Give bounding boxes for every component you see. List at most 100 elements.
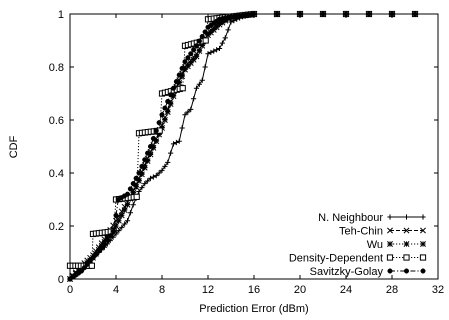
legend-marker <box>387 268 393 274</box>
data-point <box>170 141 177 147</box>
data-point <box>156 131 163 138</box>
data-point <box>184 63 191 70</box>
data-point <box>84 261 90 267</box>
x-tick-label: 20 <box>294 284 306 296</box>
x-tick-label: 32 <box>432 284 444 296</box>
series-line <box>69 13 415 280</box>
data-point <box>142 157 148 163</box>
data-point <box>199 33 205 40</box>
series-line <box>69 13 415 280</box>
data-point <box>121 207 128 214</box>
legend-label: N. Neighbour <box>318 212 383 224</box>
data-point <box>168 150 174 156</box>
data-point <box>205 51 211 57</box>
data-point <box>164 109 171 116</box>
data-point <box>188 51 194 57</box>
data-point <box>93 251 99 258</box>
data-point <box>167 101 174 108</box>
data-point <box>130 181 136 187</box>
data-point <box>139 163 145 169</box>
data-point <box>90 255 96 261</box>
data-point <box>139 184 145 191</box>
data-point <box>205 32 211 39</box>
axes-layer: Prediction Error (dBm) CDF 0 4 8 12 16 20 24 28… <box>8 9 444 315</box>
data-point <box>111 228 117 234</box>
data-point <box>101 238 108 245</box>
x-tick-label: 4 <box>113 284 119 296</box>
data-point <box>191 47 197 53</box>
data-point <box>214 47 220 53</box>
data-point <box>138 171 145 178</box>
series-line <box>69 13 415 280</box>
data-point <box>199 42 206 49</box>
data-point <box>208 49 214 56</box>
data-point <box>222 35 228 41</box>
data-point <box>219 40 225 46</box>
data-point <box>113 212 119 218</box>
legend-marker <box>386 254 394 261</box>
legend-marker <box>420 227 426 234</box>
legend-label: Teh-Chin <box>339 226 383 238</box>
data-point <box>216 21 223 28</box>
data-point <box>141 164 148 171</box>
y-tick-label: 0.4 <box>49 168 64 180</box>
data-point <box>147 175 154 181</box>
data-point <box>412 11 418 17</box>
x-tick-label: 0 <box>67 284 73 296</box>
data-point <box>115 217 122 224</box>
data-point <box>182 66 188 73</box>
series-teh-chin <box>67 11 418 282</box>
series-layer <box>66 10 419 282</box>
data-point <box>133 193 140 200</box>
data-point <box>130 189 137 196</box>
data-point <box>113 223 119 229</box>
series-line <box>69 13 415 280</box>
data-point <box>211 48 217 54</box>
data-point <box>182 59 188 65</box>
legend-marker <box>403 241 410 247</box>
data-point <box>182 112 188 118</box>
data-point <box>161 117 168 123</box>
x-tick-label: 16 <box>248 284 260 296</box>
legend-marker <box>419 254 427 261</box>
legend-marker <box>403 254 410 261</box>
y-tick-label: 0 <box>58 274 64 286</box>
data-point <box>145 150 151 156</box>
data-point <box>150 144 157 151</box>
data-point <box>179 65 185 71</box>
legend-marker <box>403 227 410 234</box>
data-point <box>366 11 372 17</box>
data-point <box>191 96 197 102</box>
data-point <box>274 11 280 17</box>
y-tick-label: 0.6 <box>49 115 64 127</box>
series-wu <box>67 11 418 282</box>
x-axis-label: Prediction Error (dBm) <box>199 303 308 315</box>
data-point <box>159 167 165 173</box>
data-point <box>124 201 131 208</box>
x-tick-label: 24 <box>340 284 352 296</box>
data-point <box>193 43 200 49</box>
data-point <box>78 268 85 274</box>
legend-marker <box>420 268 426 274</box>
x-tick-label: 8 <box>159 284 165 296</box>
data-point <box>193 85 200 91</box>
data-point <box>124 218 131 224</box>
data-point <box>210 26 217 33</box>
data-point <box>124 191 131 197</box>
data-point <box>130 202 136 208</box>
legend-marker <box>420 241 426 247</box>
data-point <box>179 85 186 92</box>
data-point <box>199 77 205 83</box>
data-point <box>150 136 156 142</box>
data-point <box>165 98 171 104</box>
data-point <box>145 178 151 184</box>
data-point <box>207 29 214 36</box>
data-point <box>176 79 183 86</box>
data-point <box>225 27 231 33</box>
data-point <box>153 173 159 179</box>
data-point <box>165 159 171 165</box>
legend-label: Density-Dependent <box>289 253 383 265</box>
data-point <box>156 120 162 126</box>
data-point <box>196 48 203 55</box>
